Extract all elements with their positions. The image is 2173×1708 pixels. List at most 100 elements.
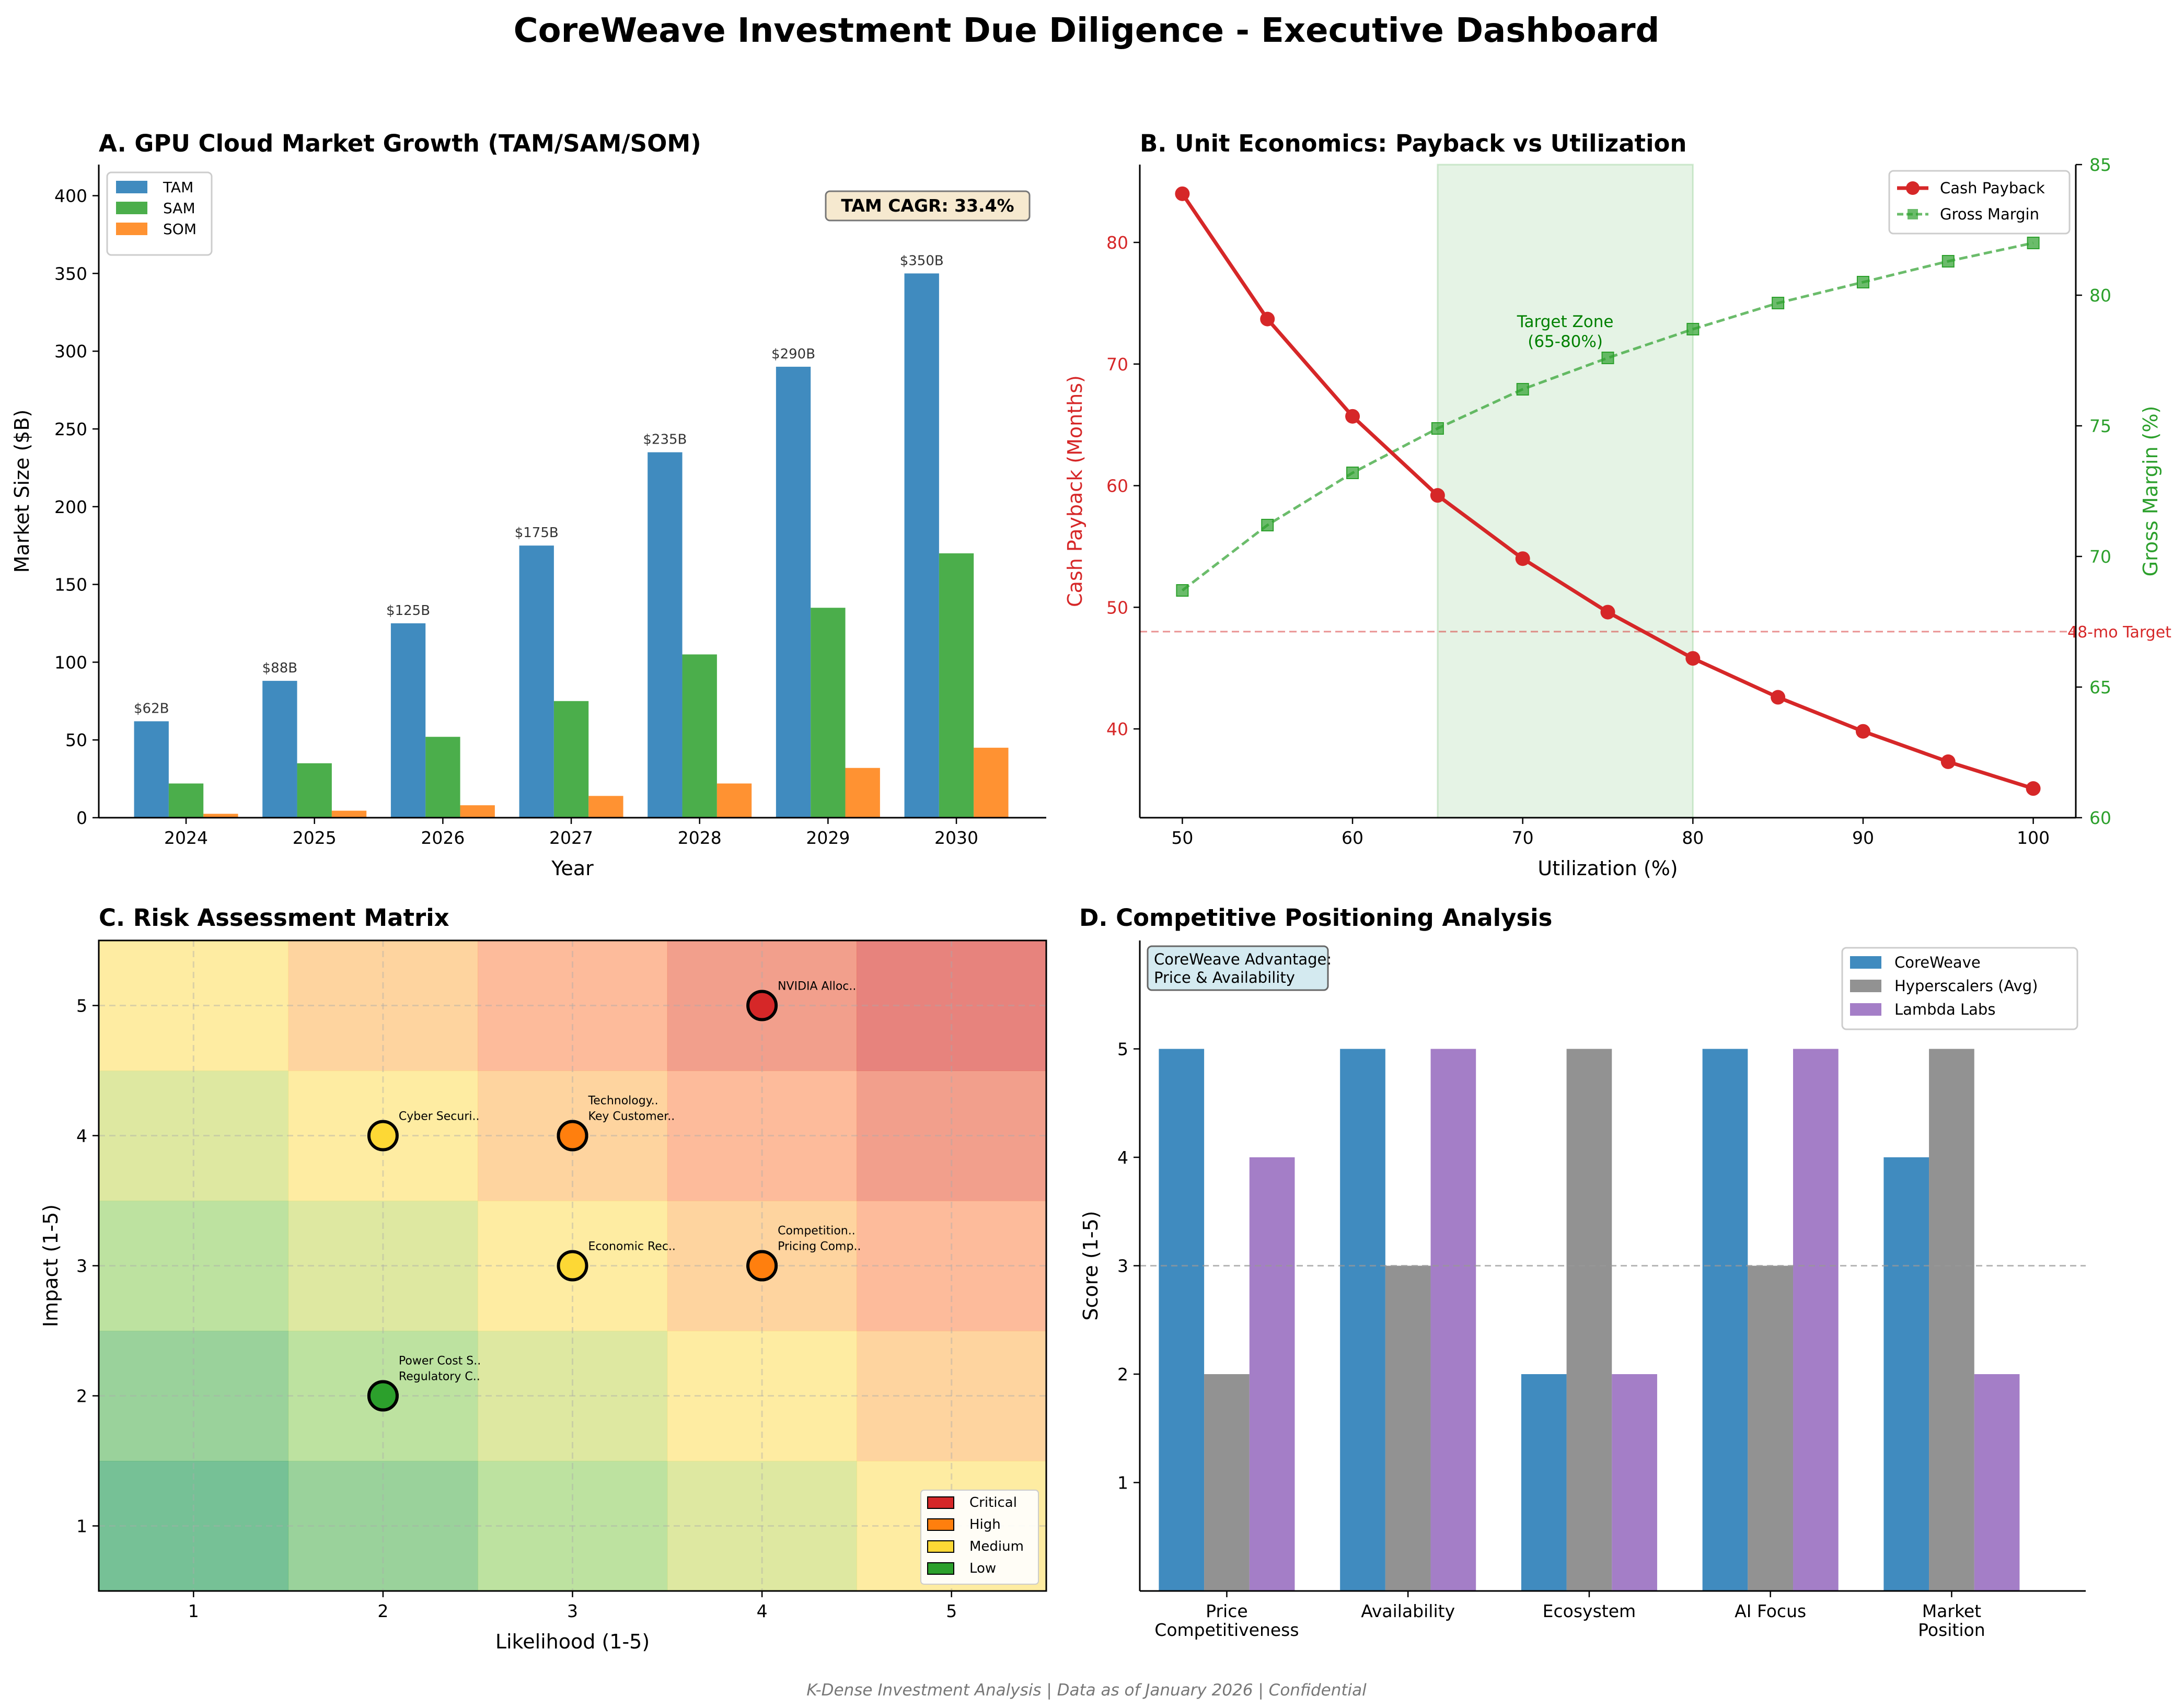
x-tick-label: 4 bbox=[757, 1601, 768, 1621]
legend-swatch bbox=[1850, 1003, 1881, 1016]
data-label: $88B bbox=[262, 660, 297, 676]
risk-label: Technology.. bbox=[588, 1095, 658, 1108]
legend: Cash Payback Gross Margin bbox=[1888, 170, 2071, 235]
bar-coreweave bbox=[1521, 1374, 1567, 1591]
right-y-tick-label: 85 bbox=[2089, 155, 2111, 175]
risk-label: Economic Rec.. bbox=[588, 1240, 676, 1253]
bar-hyperscalers-avg bbox=[1929, 1049, 1974, 1591]
risk-label: Regulatory C.. bbox=[399, 1370, 480, 1384]
bar-tam bbox=[648, 452, 683, 818]
legend-label: SAM bbox=[163, 200, 195, 217]
gross-margin-point bbox=[1856, 276, 1869, 288]
bar-coreweave bbox=[1883, 1157, 1929, 1591]
risk-cell bbox=[99, 940, 289, 1071]
risk-cell bbox=[667, 1331, 857, 1461]
x-tick-label: 50 bbox=[1171, 828, 1193, 848]
target-zone-label: (65-80%) bbox=[1528, 332, 1603, 351]
y-tick-label: 3 bbox=[76, 1256, 87, 1276]
cash-payback-point bbox=[1940, 754, 1956, 769]
x-tick-label: Ecosystem bbox=[1543, 1601, 1636, 1621]
bar-sam bbox=[168, 783, 204, 818]
x-tick-label: Position bbox=[1918, 1620, 1985, 1640]
legend-frame bbox=[1888, 170, 2071, 235]
y-tick-label: 70 bbox=[1106, 354, 1128, 375]
legend-label: SOM bbox=[163, 220, 197, 238]
annotation-text: Price & Availability bbox=[1154, 969, 1295, 986]
gross-margin-point bbox=[1601, 352, 1614, 364]
y-tick-label: 3 bbox=[1117, 1256, 1128, 1276]
x-tick-label: AI Focus bbox=[1735, 1601, 1806, 1621]
risk-cell bbox=[478, 1461, 668, 1591]
right-y-tick-label: 65 bbox=[2089, 677, 2111, 698]
bar-som bbox=[331, 810, 367, 818]
x-tick-label: 3 bbox=[567, 1601, 578, 1621]
bar-sam bbox=[553, 701, 589, 818]
x-tick-label: 2029 bbox=[806, 828, 850, 848]
bar-lambda-labs bbox=[1974, 1374, 2020, 1591]
reference-line-label: 48-mo Target bbox=[2067, 623, 2171, 642]
panel-title: A. GPU Cloud Market Growth (TAM/SAM/SOM) bbox=[99, 130, 701, 157]
risk-cell bbox=[99, 1071, 289, 1201]
y-tick-label: 5 bbox=[1117, 1039, 1128, 1060]
x-tick-label: 80 bbox=[1682, 828, 1704, 848]
data-label: $62B bbox=[134, 701, 169, 716]
bar-som bbox=[716, 783, 752, 818]
gross-margin-line bbox=[1181, 241, 2034, 591]
bar-tam bbox=[776, 366, 811, 818]
gross-margin-point bbox=[1772, 297, 1785, 309]
right-y-tick-label: 60 bbox=[2089, 808, 2111, 828]
risk-label: Pricing Comp.. bbox=[778, 1240, 861, 1253]
legend-swatch bbox=[116, 223, 147, 235]
data-label: $125B bbox=[386, 603, 430, 619]
gross-margin-point bbox=[1516, 383, 1529, 396]
annotation-text: TAM CAGR: 33.4% bbox=[841, 195, 1014, 216]
y-tick-label: 150 bbox=[54, 575, 87, 595]
data-label: $175B bbox=[515, 525, 559, 541]
x-axis-label: Utilization (%) bbox=[1538, 857, 1678, 880]
footer-note: K-Dense Investment Analysis | Data as of… bbox=[806, 1681, 1367, 1700]
legend: TAM SAM SOM bbox=[106, 171, 213, 256]
x-axis-label: Likelihood (1-5) bbox=[495, 1630, 650, 1653]
legend-label: Critical bbox=[969, 1495, 1017, 1511]
risk-cell bbox=[667, 1461, 857, 1591]
advantage-annotation: CoreWeave Advantage:Price & Availability bbox=[1147, 945, 1332, 991]
legend-frame bbox=[1841, 947, 2078, 1030]
risk-cell bbox=[478, 1331, 668, 1461]
gross-margin-point bbox=[1431, 422, 1444, 435]
right-y-tick-label: 70 bbox=[2089, 547, 2111, 567]
risk-cell bbox=[288, 1461, 478, 1591]
annotation-box bbox=[825, 190, 1031, 222]
panel-b-unit-economics: B. Unit Economics: Payback vs Utilizatio… bbox=[1064, 130, 2171, 880]
y-tick-label: 250 bbox=[54, 419, 87, 439]
risk-cell bbox=[99, 1331, 289, 1461]
legend-swatch bbox=[116, 181, 147, 193]
x-tick-label: 2026 bbox=[421, 828, 465, 848]
panel-a-market-growth: A. GPU Cloud Market Growth (TAM/SAM/SOM)… bbox=[10, 130, 1046, 880]
bar-tam bbox=[262, 681, 297, 818]
risk-cell bbox=[288, 1201, 478, 1331]
y-tick-label: 80 bbox=[1106, 233, 1128, 253]
risk-cell bbox=[857, 940, 1047, 1071]
risk-point bbox=[746, 990, 778, 1021]
y-tick-label: 2 bbox=[1117, 1364, 1128, 1385]
right-y-tick-label: 80 bbox=[2089, 285, 2111, 306]
legend-marker bbox=[1908, 209, 1918, 219]
legend-label: Gross Margin bbox=[1940, 205, 2039, 223]
x-tick-label: 70 bbox=[1512, 828, 1534, 848]
y-tick-label: 50 bbox=[1106, 597, 1128, 618]
x-tick-label: 2025 bbox=[293, 828, 337, 848]
bar-hyperscalers-avg bbox=[1566, 1049, 1612, 1591]
bar-tam bbox=[519, 545, 554, 818]
x-tick-label: 5 bbox=[946, 1601, 957, 1621]
legend-label: Low bbox=[969, 1561, 996, 1576]
x-tick-label: Market bbox=[1922, 1601, 1981, 1621]
y-tick-label: 60 bbox=[1106, 476, 1128, 496]
y-tick-label: 4 bbox=[76, 1126, 87, 1146]
x-tick-label: Competitiveness bbox=[1154, 1620, 1299, 1640]
risk-cell bbox=[478, 940, 668, 1071]
risk-point bbox=[367, 1380, 399, 1412]
legend-label: Medium bbox=[969, 1539, 1024, 1554]
bar-som bbox=[588, 796, 623, 818]
bar-hyperscalers-avg bbox=[1204, 1374, 1250, 1591]
panel-title: D. Competitive Positioning Analysis bbox=[1079, 904, 1552, 932]
